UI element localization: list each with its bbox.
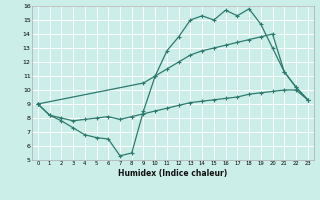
X-axis label: Humidex (Indice chaleur): Humidex (Indice chaleur) (118, 169, 228, 178)
